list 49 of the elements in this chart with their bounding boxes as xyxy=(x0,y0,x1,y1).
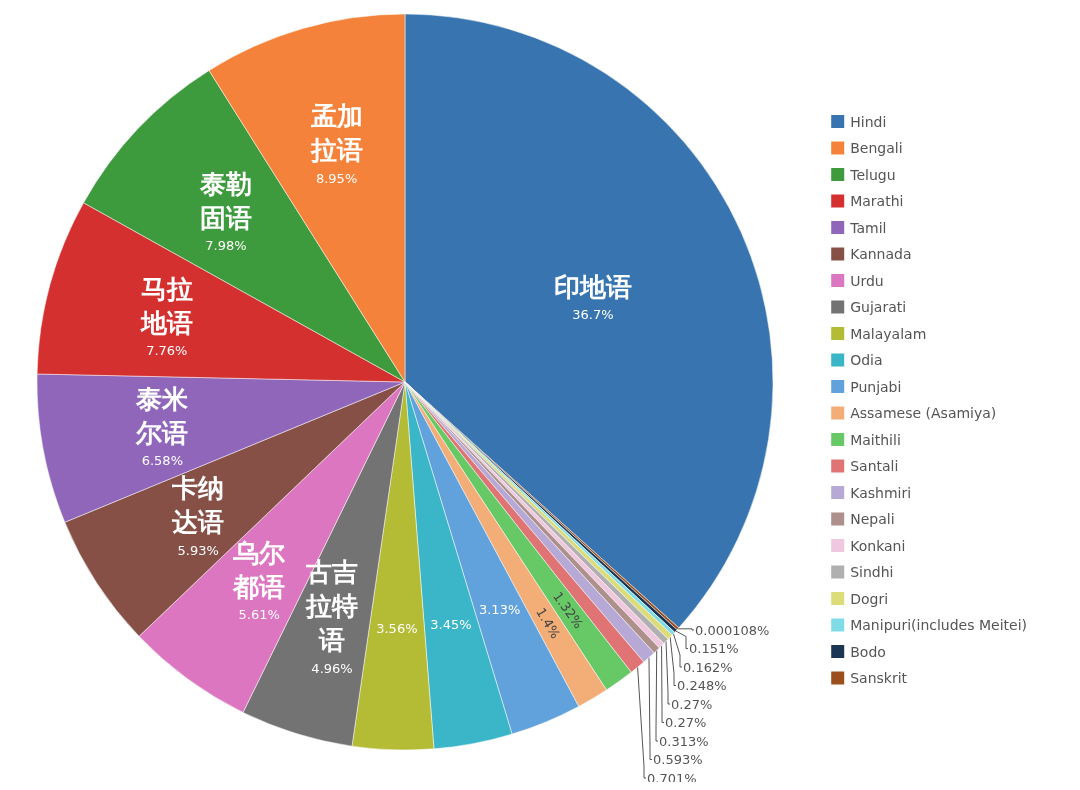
data-label: 5.61% xyxy=(238,607,280,623)
legend-label: Hindi xyxy=(850,113,887,130)
legend-label: Nepali xyxy=(850,511,895,527)
data-label: 3.56% xyxy=(376,621,418,637)
legend-label: Sanskrit xyxy=(850,670,908,686)
legend-label: Odia xyxy=(850,352,883,368)
legend-label: Bodo xyxy=(850,643,886,660)
legend-label: Assamese (Asamiya) xyxy=(850,405,997,421)
data-label: 0.162% xyxy=(683,659,733,675)
legend-label: Santali xyxy=(850,458,899,474)
legend-label: Sindhi xyxy=(850,564,894,580)
text: 乌尔都语 xyxy=(233,537,286,602)
legend-label: Konkani xyxy=(850,537,906,554)
legend-label: Dogri xyxy=(850,590,889,607)
legend-label: Maithili xyxy=(850,431,901,448)
text: 泰米尔语 xyxy=(136,383,189,448)
data-label: 0.248% xyxy=(677,678,727,693)
text: 孟加拉语 xyxy=(310,101,363,166)
data-label: 8.95% xyxy=(315,170,358,186)
legend-label: Kashmiri xyxy=(850,484,912,501)
text: 泰勒固语 xyxy=(199,168,252,233)
data-label: 0.701% xyxy=(647,770,697,786)
legend-label: Gujarati xyxy=(850,299,907,315)
data-label: 3.45% xyxy=(430,617,472,633)
data-label: 5.93% xyxy=(177,542,219,558)
text: 卡纳达语 xyxy=(172,473,225,538)
data-label: 6.58% xyxy=(141,453,184,469)
data-label: 0.27% xyxy=(671,696,713,712)
legend-label: Malayalam xyxy=(850,325,927,342)
legend-label: Urdu xyxy=(850,272,884,289)
legend-label: Manipuri(includes Meitei) xyxy=(850,617,1028,633)
text: 印地语 xyxy=(553,271,632,302)
data-label: 0.151% xyxy=(689,641,739,656)
legend-label: Bengali xyxy=(850,140,903,156)
legend-label: Telugu xyxy=(849,166,896,183)
legend-label: Tamil xyxy=(849,219,887,236)
legend-label: Marathi xyxy=(850,193,904,209)
data-label: 0.000108% xyxy=(695,622,770,638)
text: 马拉地语 xyxy=(140,273,193,338)
data-label: 0.593% xyxy=(653,752,703,767)
legend-label: Punjabi xyxy=(850,378,902,395)
data-label: 0.313% xyxy=(659,733,709,749)
data-label: 36.7% xyxy=(572,307,614,323)
legend-label: Kannada xyxy=(850,246,912,262)
data-label: 3.13% xyxy=(478,602,521,618)
data-label: 4.96% xyxy=(311,660,353,676)
data-label: 7.76% xyxy=(146,343,188,359)
data-label: 0.27% xyxy=(665,715,707,730)
data-label: 7.98% xyxy=(205,238,247,254)
